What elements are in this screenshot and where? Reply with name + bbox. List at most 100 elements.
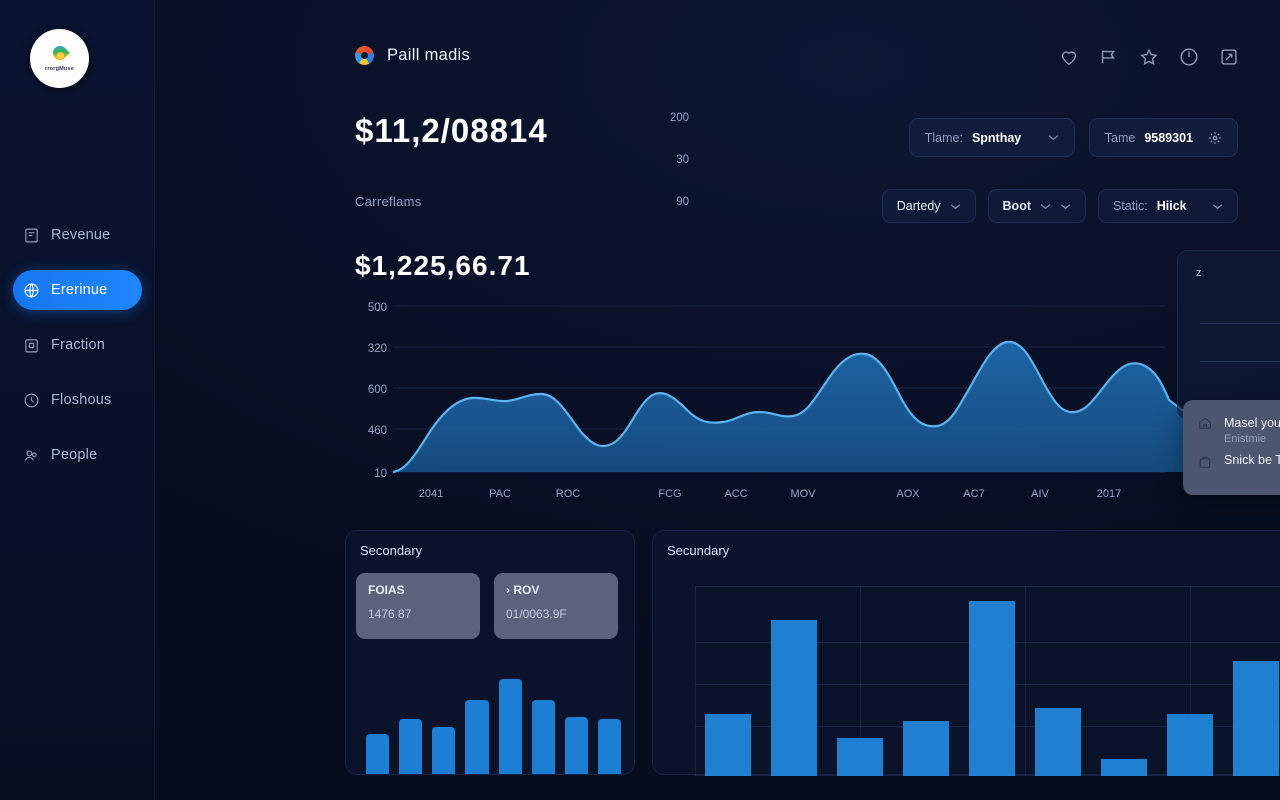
mini-bar-chart[interactable] — [366, 674, 621, 774]
heart-icon[interactable] — [1058, 46, 1080, 68]
panel-title: Secondary — [360, 543, 423, 558]
big-bar-chart[interactable] — [695, 586, 1280, 776]
metric-tiles: FOIAS 1476.87 › ROV 01/0063.9F — [356, 573, 618, 639]
tile-value: 1476.87 — [368, 607, 412, 621]
chevron-down-icon — [950, 203, 961, 210]
tame-value: 9589301 — [1144, 130, 1193, 145]
y-tick: 90 — [676, 196, 689, 208]
popup-item-snick[interactable]: Snick be Tong — [1197, 453, 1280, 470]
tame-field[interactable]: Tame 9589301 — [1088, 118, 1238, 157]
bar — [1101, 759, 1147, 776]
context-popup-menu[interactable]: Masel yourg 3bo Enistmie Snick be Tong — [1183, 400, 1280, 495]
header-controls-primary: Tlame: Spnthay Tame 9589301 — [908, 118, 1238, 157]
x-tick: AOX — [896, 488, 920, 500]
globe-icon — [23, 282, 40, 299]
y-tick: 30 — [676, 154, 689, 166]
document-badge-icon — [23, 227, 40, 244]
chevron-down-icon — [1040, 203, 1051, 210]
app-logo[interactable]: rrorgMuse — [30, 29, 89, 88]
area-chart-x-axis: 2041 PAC ROC FCG ACC MOV AOX AC7 AIV 201… — [387, 488, 1185, 506]
metric-tile-foias[interactable]: FOIAS 1476.87 — [356, 573, 480, 639]
y-tick: 10 — [374, 468, 387, 480]
sidebar-nav: Revenue Ererinue Fraction — [0, 215, 155, 490]
metric-tile-rov[interactable]: › ROV 01/0063.9F — [494, 573, 618, 639]
sidebar-item-label: Fraction — [51, 337, 105, 353]
chevron-down-icon — [1212, 203, 1223, 210]
name-dropdown-value: Spnthay — [971, 130, 1022, 145]
gear-icon[interactable] — [1208, 131, 1222, 145]
chevron-down-secondary-icon — [1060, 203, 1071, 210]
sidebar-item-fraction[interactable]: Fraction — [13, 325, 142, 365]
area-chart-card: $1,225,66.71 500 320 600 460 10 — [345, 236, 1185, 516]
dartedy-label: Dartedy — [896, 199, 941, 213]
home-icon — [1197, 415, 1213, 431]
divider — [1200, 361, 1280, 362]
side-detail-card[interactable]: z — [1177, 250, 1280, 420]
droplet-logo-icon — [49, 43, 70, 65]
sidebar-item-label: Ererinue — [51, 282, 108, 298]
panel-title: Secundary — [667, 543, 730, 558]
bar — [903, 721, 949, 776]
x-tick: 2041 — [418, 488, 444, 500]
power-icon[interactable] — [1178, 46, 1200, 68]
x-tick: 2017 — [1096, 488, 1122, 500]
name-dropdown-label: Tlame: — [924, 130, 963, 145]
sidebar-item-revenue[interactable]: Revenue — [13, 215, 142, 255]
mini-bar — [399, 719, 423, 774]
static-label: Static: — [1113, 199, 1148, 213]
hero-subtitle: Carreflams — [355, 194, 422, 209]
static-value: Hiick — [1156, 199, 1187, 213]
mini-bar — [498, 679, 522, 774]
mini-bar — [366, 733, 390, 774]
x-tick: ROC — [555, 488, 581, 500]
bar — [771, 619, 817, 776]
logo-wordmark: rrorgMuse — [45, 66, 74, 72]
side-card-badge: z — [1196, 267, 1202, 279]
expand-icon[interactable] — [1218, 46, 1240, 68]
mini-bar — [465, 700, 489, 774]
bar-chart-bars — [705, 586, 1280, 776]
boot-label: Boot — [1002, 199, 1031, 213]
x-tick: ACC — [724, 488, 748, 500]
chevron-down-icon — [1048, 134, 1059, 141]
dartedy-dropdown[interactable]: Dartedy — [881, 189, 976, 223]
hero-value: $11,2/08814 — [355, 112, 548, 149]
area-chart-plot[interactable] — [345, 302, 1185, 492]
area-chart-y-axis: 500 320 600 460 10 — [345, 302, 387, 492]
tame-label: Tame — [1104, 130, 1136, 145]
clipboard-icon — [23, 337, 40, 354]
mini-bar — [564, 717, 588, 774]
y-tick: 200 — [669, 112, 689, 124]
area-chart-value: $1,225,66.71 — [355, 250, 531, 281]
sidebar-item-people[interactable]: People — [13, 435, 142, 475]
x-tick: MOV — [790, 488, 816, 500]
flag-icon[interactable] — [1098, 46, 1120, 68]
name-dropdown[interactable]: Tlame: Spnthay — [908, 118, 1075, 157]
sidebar-item-floshous[interactable]: Floshous — [13, 380, 142, 420]
star-icon[interactable] — [1138, 46, 1160, 68]
brand: Paill madis — [355, 46, 1240, 65]
boot-dropdown[interactable]: Boot — [987, 189, 1086, 223]
bar — [969, 601, 1015, 776]
header-controls-filters: Dartedy Boot Static: Hiick — [881, 189, 1238, 223]
sidebar-item-label: People — [51, 447, 98, 463]
tile-label: › ROV — [506, 583, 540, 597]
bar — [1233, 661, 1279, 776]
clock-icon — [23, 392, 40, 409]
x-tick: PAC — [489, 488, 511, 500]
sidebar-item-label: Floshous — [51, 392, 112, 408]
sidebar: rrorgMuse Revenue Ererinue — [0, 0, 155, 800]
popup-item-title: Snick be Tong — [1224, 453, 1280, 467]
mini-bar — [432, 726, 456, 774]
mini-bar — [531, 700, 555, 774]
bar — [1035, 708, 1081, 776]
static-dropdown[interactable]: Static: Hiick — [1098, 189, 1238, 223]
x-tick: FCG — [658, 488, 682, 500]
bag-icon — [1197, 454, 1213, 470]
x-tick: AIV — [1031, 488, 1049, 500]
secondary-left-panel: Secondary FOIAS 1476.87 › ROV 01/0063.9F — [345, 530, 635, 775]
sidebar-item-ererinue[interactable]: Ererinue — [13, 270, 142, 310]
topbar-icons — [1058, 46, 1240, 68]
bar — [837, 738, 883, 776]
popup-item-masel[interactable]: Masel yourg 3bo Enistmie — [1197, 414, 1280, 445]
